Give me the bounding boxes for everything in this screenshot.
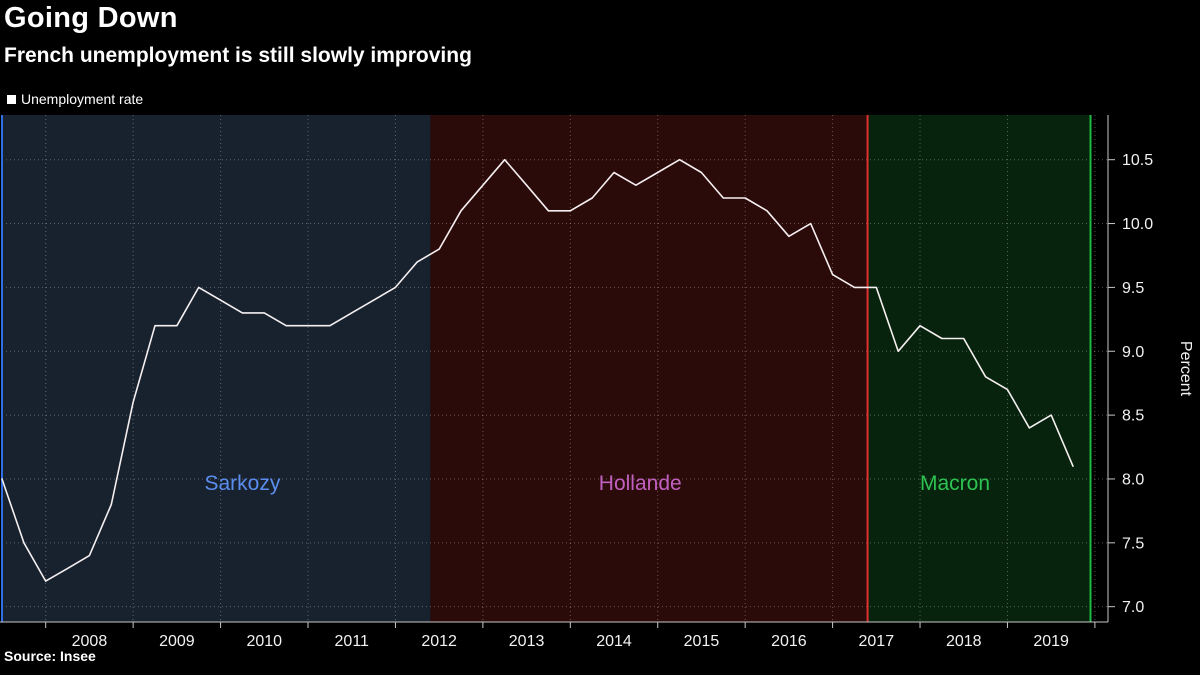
- y-tick-label: 9.0: [1122, 344, 1144, 361]
- y-tick-label: 10.0: [1122, 216, 1153, 233]
- y-tick-label: 10.5: [1122, 152, 1153, 169]
- x-tick-label: 2011: [335, 633, 370, 650]
- y-tick-label: 8.0: [1122, 471, 1144, 488]
- page-title: Going Down: [4, 2, 178, 34]
- x-tick-label: 2008: [72, 633, 108, 650]
- chart-subtitle: French unemployment is still slowly impr…: [4, 44, 472, 67]
- legend-swatch-icon: [7, 94, 16, 104]
- y-tick-label: 7.0: [1122, 599, 1144, 616]
- region-label-hollande: Hollande: [599, 472, 682, 495]
- x-tick-label: 2018: [946, 633, 982, 650]
- legend: Unemployment rate: [7, 91, 143, 107]
- legend-label: Unemployment rate: [21, 91, 144, 107]
- region-hollande: [430, 115, 868, 622]
- x-tick-label: 2012: [421, 633, 457, 650]
- y-tick-label: 9.5: [1122, 280, 1144, 297]
- x-tick-label: 2014: [596, 633, 632, 650]
- x-tick-label: 2010: [246, 633, 282, 650]
- series-line-unemployment-rate: [1, 158, 1074, 582]
- region-label-macron: Macron: [920, 472, 990, 495]
- x-tick-label: 2016: [771, 633, 807, 650]
- x-tick-label: 2019: [1033, 633, 1069, 650]
- x-tick-label: 2013: [509, 633, 545, 650]
- source-note: Source: Insee: [4, 648, 96, 664]
- x-tick-label: 2009: [159, 633, 195, 650]
- y-tick-label: 8.5: [1122, 408, 1144, 425]
- region-sarkozy: [2, 115, 431, 622]
- region-label-sarkozy: Sarkozy: [205, 472, 281, 495]
- x-tick-label: 2015: [684, 633, 720, 650]
- region-macron: [867, 115, 1091, 622]
- x-tick-label: 2017: [859, 633, 895, 650]
- y-axis-title: Percent: [1177, 341, 1194, 397]
- y-tick-label: 7.5: [1122, 535, 1144, 552]
